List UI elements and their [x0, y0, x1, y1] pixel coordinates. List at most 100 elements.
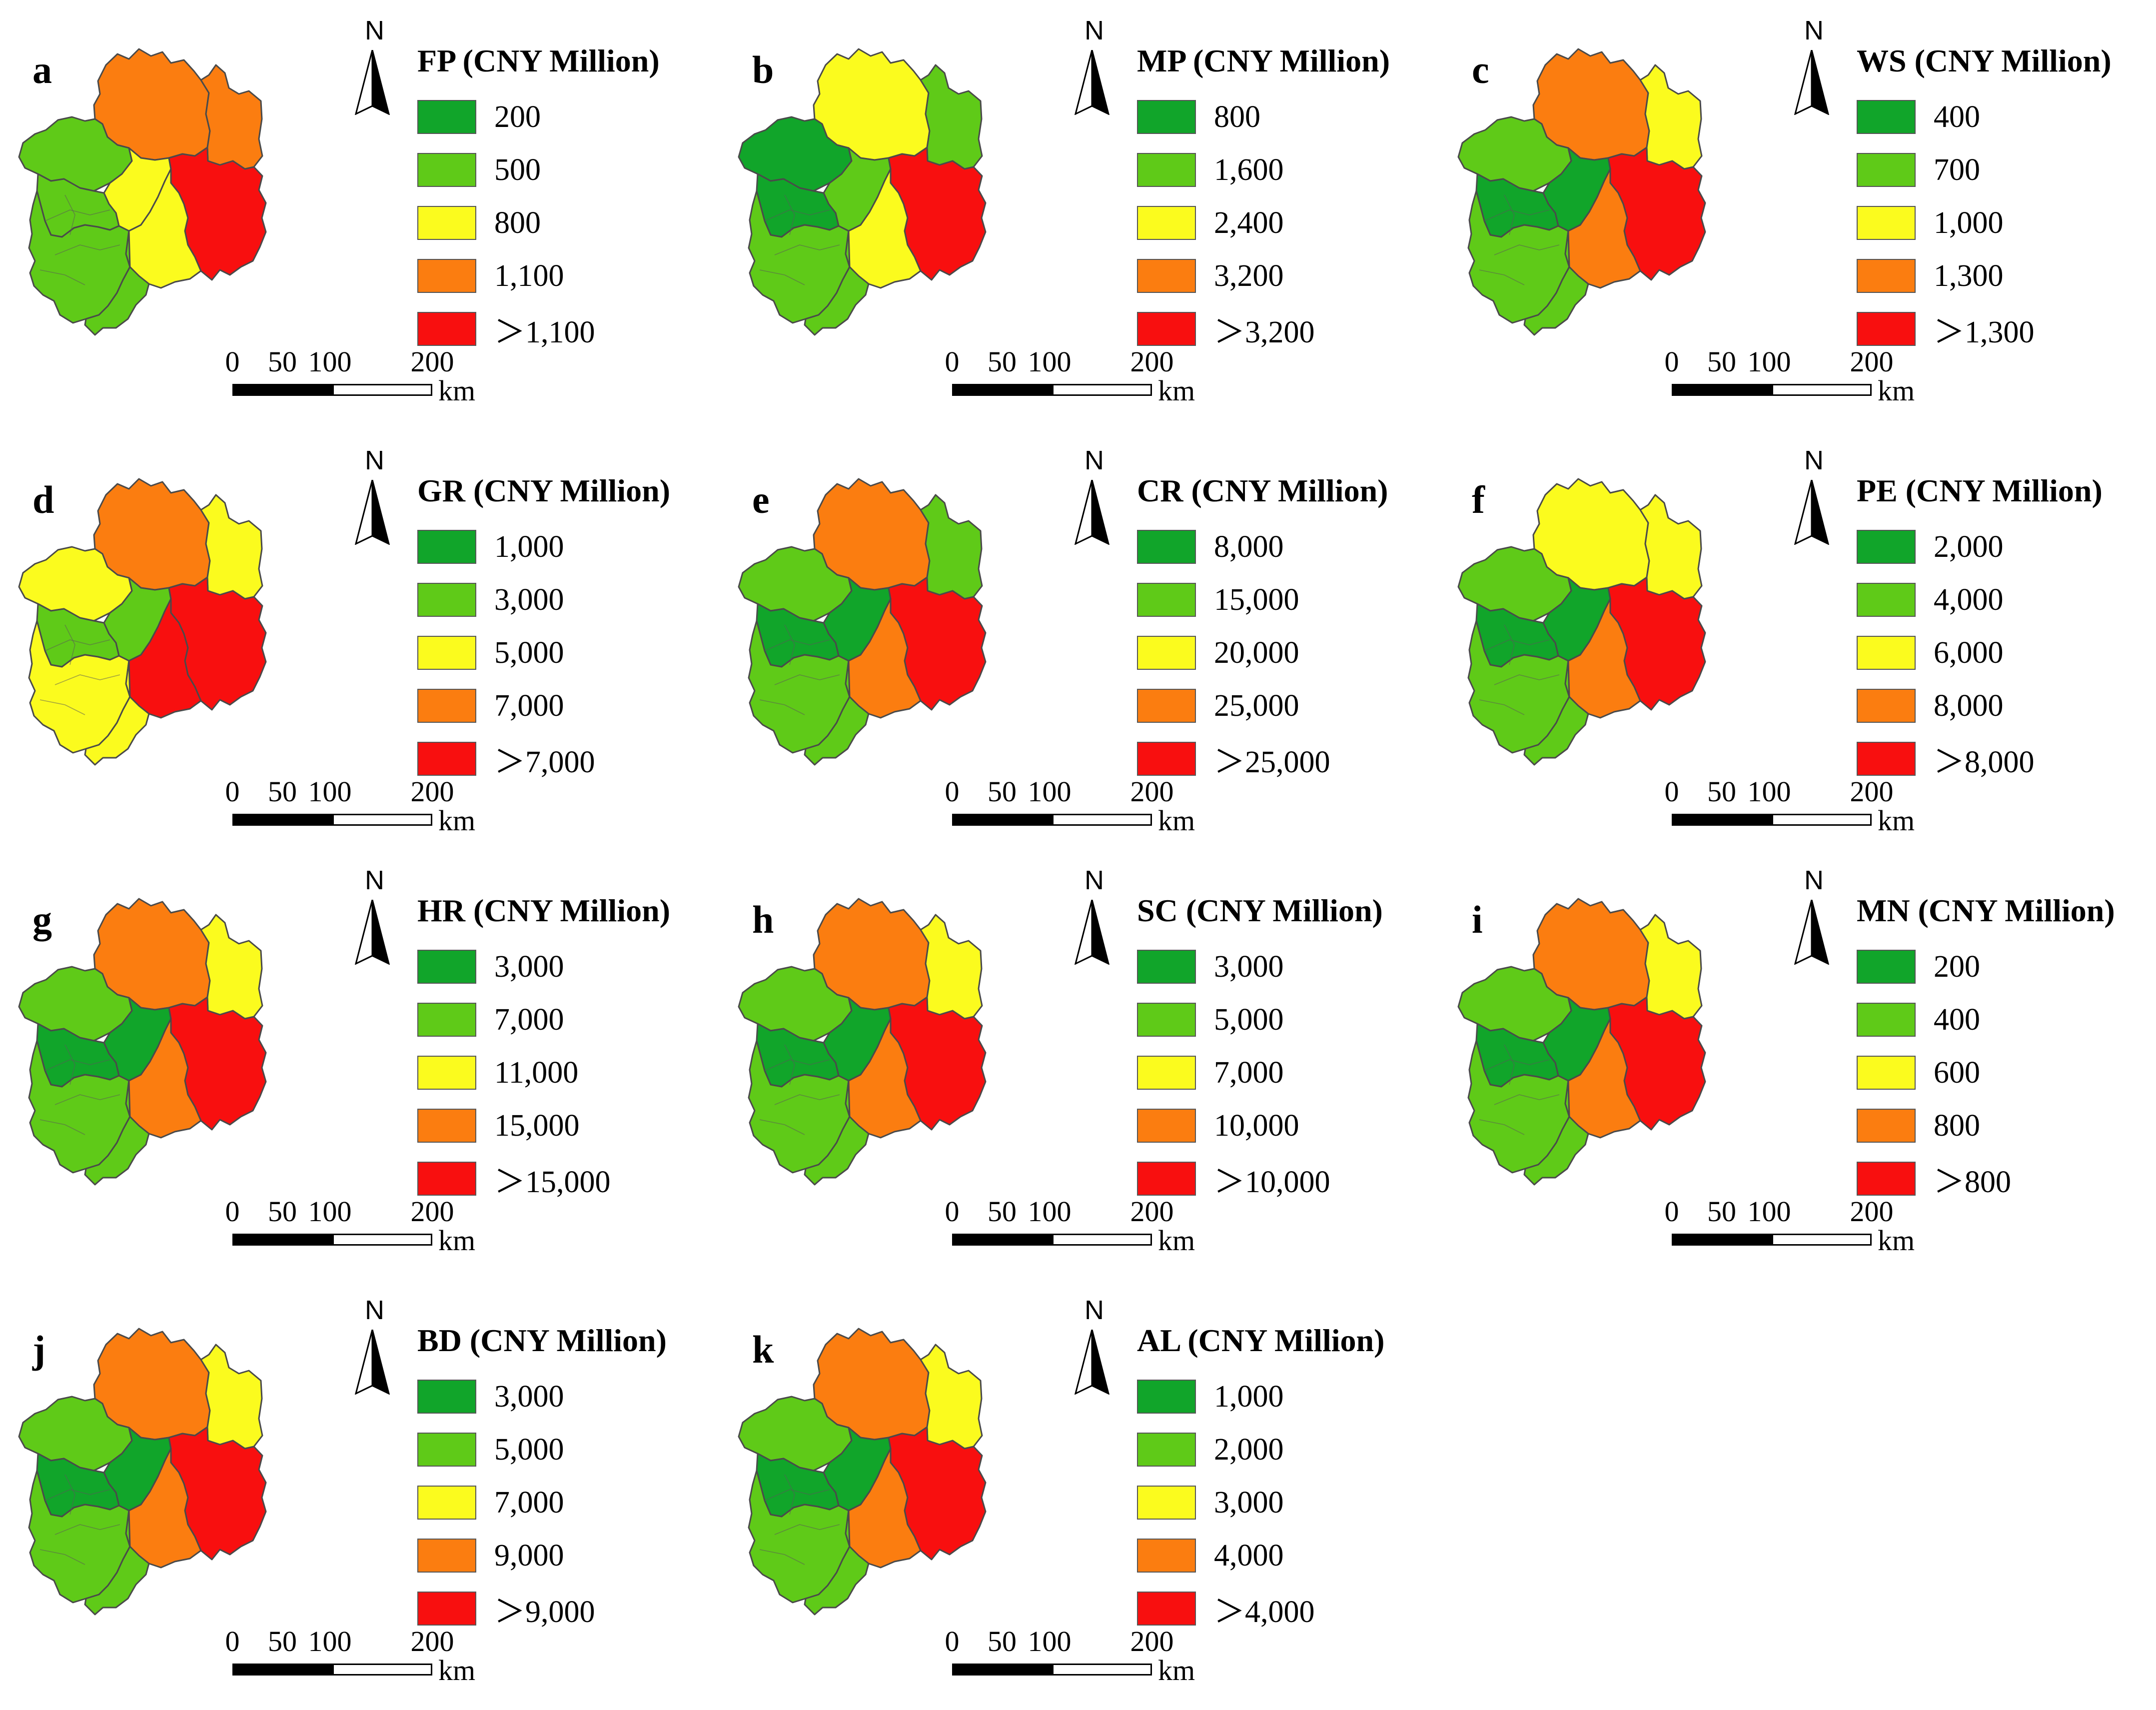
- legend-value: 7,000: [494, 1485, 564, 1520]
- legend-swatch: [1137, 1056, 1196, 1090]
- legend-swatch: [417, 1539, 476, 1573]
- legend-title: FP (CNY Million): [417, 43, 660, 78]
- county-boundary: [64, 194, 75, 235]
- legend-value: 800: [1214, 99, 1260, 134]
- region-northeast: [200, 914, 263, 1020]
- region-south-central: [1564, 598, 1641, 719]
- legend-item: ＞8,000: [1857, 732, 2103, 785]
- legend-item: 7,000: [1137, 1046, 1383, 1099]
- legend-value: 400: [1934, 99, 1980, 134]
- legend-value: ＞9,000: [494, 1595, 595, 1629]
- scale-bar: 0 50 100 200 km: [945, 775, 1212, 837]
- legend-value: 3,000: [494, 582, 564, 617]
- region-south-central: [845, 1018, 922, 1139]
- north-arrow: N: [1070, 15, 1114, 115]
- legend-item: 5,000: [1137, 993, 1383, 1046]
- north-arrow-icon: [1074, 50, 1110, 115]
- choropleth-map: [1457, 898, 1706, 1186]
- legend-value: 5,000: [494, 635, 564, 670]
- scale-tick: 100: [1028, 775, 1072, 808]
- region-northeast: [1639, 64, 1703, 170]
- scale-tick: 50: [988, 1195, 1017, 1228]
- county-boundary: [1494, 674, 1560, 685]
- county-boundary: [54, 674, 120, 685]
- scale-bar-white: [1052, 1234, 1152, 1246]
- county-boundary: [64, 1044, 75, 1085]
- legend: HR (CNY Million) 3,000 7,000 11,000 15,000 ＞…: [417, 892, 670, 1205]
- scale-bar-white: [1772, 814, 1872, 826]
- legend-item: 1,000: [1137, 1370, 1384, 1423]
- legend-item: 3,000: [417, 940, 670, 993]
- legend-item: 4,000: [1857, 573, 2103, 626]
- scale-tick: 200: [1130, 345, 1174, 378]
- county-boundary: [54, 1094, 120, 1105]
- scale-bar-black: [1672, 814, 1772, 826]
- legend-rows: 200 500 800 1,100 ＞1,100: [417, 90, 660, 355]
- legend-item: ＞3,200: [1137, 302, 1390, 355]
- scale-bar-white: [1772, 1234, 1872, 1246]
- map-panel-e: e N: [720, 430, 1429, 850]
- region-northeast: [200, 494, 263, 600]
- scale-tick: 50: [988, 775, 1017, 808]
- county-boundary: [1484, 639, 1550, 651]
- scale-bar-black: [232, 384, 332, 396]
- legend-swatch: [417, 583, 476, 617]
- legend-swatch: [1857, 1003, 1916, 1037]
- scale-tick: 100: [308, 1195, 352, 1228]
- north-arrow: N: [1070, 445, 1114, 545]
- county-boundary: [39, 699, 85, 715]
- scale-tick: 0: [945, 1625, 960, 1658]
- legend-swatch: [417, 636, 476, 670]
- choropleth-map: [738, 478, 987, 766]
- legend: SC (CNY Million) 3,000 5,000 7,000 10,000 ＞1…: [1137, 892, 1383, 1205]
- legend-value: 4,000: [1214, 1538, 1284, 1573]
- choropleth-map: [18, 1328, 267, 1616]
- legend: CR (CNY Million) 8,000 15,000 20,000 25,000…: [1137, 472, 1388, 785]
- legend-item: ＞15,000: [417, 1152, 670, 1205]
- legend-rows: 400 700 1,000 1,300 ＞1,300: [1857, 90, 2112, 355]
- legend-value: 5,000: [494, 1432, 564, 1467]
- county-boundary: [784, 1044, 795, 1085]
- legend-item: 200: [1857, 940, 2115, 993]
- county-boundary: [1504, 624, 1515, 665]
- scale-tick: 100: [1028, 1625, 1072, 1658]
- north-arrow: N: [1789, 865, 1834, 965]
- legend-swatch: [1137, 100, 1196, 134]
- scale-tick: 0: [1664, 345, 1679, 378]
- north-label: N: [365, 1295, 384, 1325]
- region-south: [84, 230, 150, 336]
- legend-value: 3,000: [1214, 1485, 1284, 1520]
- legend-title: GR (CNY Million): [417, 473, 671, 508]
- county-boundary: [774, 1094, 840, 1105]
- scale-bar-black: [232, 1234, 332, 1246]
- north-arrow: N: [350, 15, 395, 115]
- scale-bar: 0 50 100 200 km: [1665, 345, 1932, 407]
- scale-tick: 100: [1747, 775, 1791, 808]
- north-arrow: N: [1789, 445, 1834, 545]
- county-boundary: [764, 1489, 830, 1501]
- legend-value: ＞15,000: [494, 1165, 611, 1199]
- legend-item: 4,000: [1137, 1529, 1384, 1582]
- legend-swatch: [1857, 259, 1916, 293]
- scale-tick: 0: [225, 1625, 240, 1658]
- scale-tick: 0: [945, 775, 960, 808]
- scale-bar-white: [1772, 384, 1872, 396]
- legend-title: MP (CNY Million): [1137, 43, 1390, 78]
- county-boundary: [764, 209, 830, 221]
- panel-label: a: [32, 48, 52, 91]
- scale-tick: 200: [1850, 1195, 1894, 1228]
- legend-swatch: [1857, 206, 1916, 240]
- legend-value: 10,000: [1214, 1108, 1299, 1143]
- scale-tick: 100: [1028, 345, 1072, 378]
- legend-swatch: [1857, 950, 1916, 984]
- legend-swatch: [1857, 636, 1916, 670]
- legend-rows: 1,000 2,000 3,000 4,000 ＞4,000: [1137, 1370, 1384, 1635]
- legend-title: CR (CNY Million): [1137, 473, 1388, 508]
- legend-title: WS (CNY Million): [1857, 43, 2112, 78]
- county-boundary: [1504, 1044, 1515, 1085]
- map-panel-b: b N: [720, 0, 1429, 420]
- legend: FP (CNY Million) 200 500 800 1,100 ＞1,100: [417, 42, 660, 355]
- scale-tick: 0: [225, 345, 240, 378]
- county-boundary: [1479, 269, 1525, 285]
- region-south: [804, 1510, 870, 1616]
